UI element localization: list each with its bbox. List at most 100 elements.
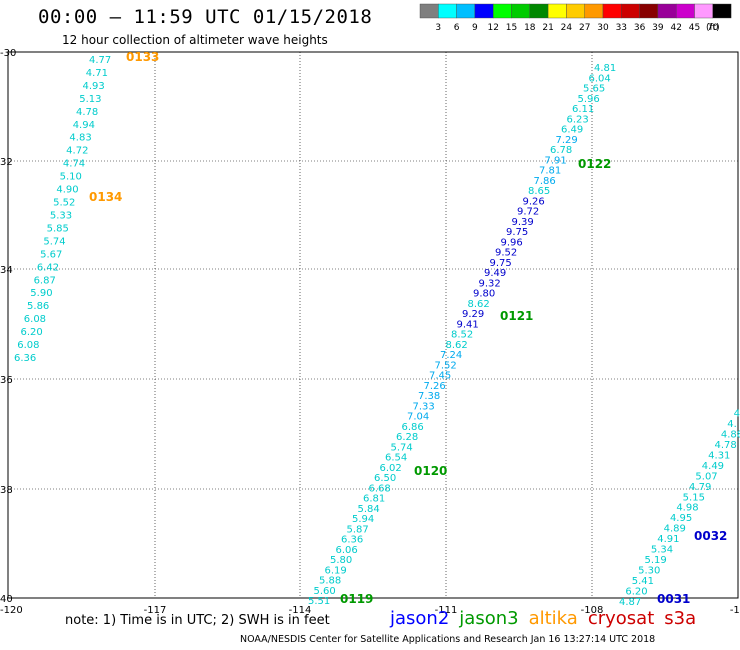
swh-value-label: 4. xyxy=(734,408,740,419)
swh-value-label: 7.33 xyxy=(413,401,435,412)
satellite-legend-item: jason2 xyxy=(390,608,450,629)
swh-value-label: 5.60 xyxy=(314,586,336,597)
swh-value-label: 6.19 xyxy=(325,565,347,576)
satellite-legend-item: s3a xyxy=(664,608,697,629)
note-text: note: 1) Time is in UTC; 2) SWH is in fe… xyxy=(65,613,330,628)
pass-label: 0031 xyxy=(657,592,690,606)
swh-value-label: 4.71 xyxy=(86,68,108,79)
lat-tick-label: 32 xyxy=(0,157,13,168)
swh-value-label: 9.41 xyxy=(457,319,479,330)
swh-value-label: 7.26 xyxy=(424,381,446,392)
colorbar-label: 27 xyxy=(579,23,590,33)
swh-value-label: 6.78 xyxy=(550,145,572,156)
swh-value-label: 4.78 xyxy=(76,107,98,118)
swh-value-label: 6.68 xyxy=(369,483,391,494)
colorbar-label: 39 xyxy=(652,23,664,33)
swh-value-label: 4.87 xyxy=(619,597,641,608)
map-frame xyxy=(7,51,739,599)
pass-label: 0134 xyxy=(89,190,122,204)
swh-value-label: 9.80 xyxy=(473,289,495,300)
swh-value-label: 5.90 xyxy=(30,288,52,299)
swh-value-label: 9.32 xyxy=(479,278,501,289)
colorbar-label: 9 xyxy=(472,23,478,33)
colorbar-swatch xyxy=(456,3,476,19)
colorbar-label: 12 xyxy=(487,23,498,33)
page-title: 00:00 – 11:59 UTC 01/15/2018 xyxy=(38,6,373,28)
swh-value-label: 6.50 xyxy=(374,473,396,484)
colorbar-label: 6 xyxy=(454,23,460,33)
swh-value-label: 9.49 xyxy=(484,268,506,279)
swh-value-label: 6.87 xyxy=(34,275,56,286)
swh-value-label: 5.30 xyxy=(638,566,660,577)
lat-tick-label: -30 xyxy=(0,48,16,59)
swh-value-label: 4. xyxy=(727,419,737,430)
swh-value-label: 5.94 xyxy=(352,514,374,525)
swh-value-label: 5.85 xyxy=(47,223,69,234)
credit-text: NOAA/NESDIS Center for Satellite Applica… xyxy=(240,634,656,645)
colorbar-label: 33 xyxy=(616,23,627,33)
swh-value-label: 7.86 xyxy=(534,176,556,187)
swh-value-label: 9.96 xyxy=(501,237,523,248)
colorbar-label: 45 xyxy=(689,23,700,33)
swh-value-label: 5.51 xyxy=(308,596,330,607)
lon-tick-label: -120 xyxy=(0,605,23,616)
colorbar-swatch xyxy=(621,3,640,19)
satellite-legend-item: altika xyxy=(528,608,578,629)
swh-value-label: 5.74 xyxy=(391,442,413,453)
colorbar-swatch xyxy=(712,3,732,19)
colorbar-label: 36 xyxy=(634,23,646,33)
pass-label: 0032 xyxy=(694,529,727,543)
swh-value-label: 5.34 xyxy=(651,545,673,556)
swh-value-label: 4.94 xyxy=(73,120,95,131)
swh-value-label: 7.38 xyxy=(418,391,440,402)
swh-value-label: 6.08 xyxy=(24,314,46,325)
page-subtitle: 12 hour collection of altimeter wave hei… xyxy=(62,33,328,47)
pass-label: 0133 xyxy=(126,50,159,64)
colorbar-swatch xyxy=(639,3,659,19)
swh-value-label: 7.04 xyxy=(407,412,429,423)
satellite-legend-item: jason3 xyxy=(459,608,519,629)
swh-value-label: 5.10 xyxy=(60,172,82,183)
swh-value-label: 7.91 xyxy=(545,155,567,166)
lat-tick-label: 38 xyxy=(0,485,13,496)
swh-value-label: 6.81 xyxy=(363,494,385,505)
pass-label: 0119 xyxy=(340,592,373,606)
swh-value-label: 8.62 xyxy=(468,299,490,310)
colorbar-label: 42 xyxy=(670,23,681,33)
swh-value-label: 5.80 xyxy=(330,555,352,566)
swh-value-label: 4.89 xyxy=(664,524,686,535)
swh-value-label: 4.90 xyxy=(56,185,78,196)
colorbar-swatch xyxy=(694,3,713,19)
swh-value-label: 4.31 xyxy=(708,450,730,461)
colorbar-label: 30 xyxy=(597,23,609,33)
swh-value-label: 5.19 xyxy=(644,555,666,566)
swh-value-label: 7.29 xyxy=(556,135,578,146)
colorbar-swatch xyxy=(438,3,457,19)
swh-value-label: 7.52 xyxy=(435,360,457,371)
swh-value-label: 5.96 xyxy=(578,94,600,105)
swh-value-label: 6.36 xyxy=(14,353,36,364)
swh-value-label: 5.86 xyxy=(27,301,49,312)
satellite-legend: jason2 jason3 altika cryosat s3a xyxy=(390,608,706,629)
swh-value-label: 6.42 xyxy=(37,262,59,273)
swh-value-label: 4.95 xyxy=(670,513,692,524)
swh-value-label: 9.39 xyxy=(512,217,534,228)
lat-tick-label: 36 xyxy=(0,375,13,386)
swh-value-label: 4.91 xyxy=(657,534,679,545)
swh-value-label: 5.52 xyxy=(53,198,75,209)
colorbar-label: 3 xyxy=(435,23,441,33)
swh-value-label: 7.81 xyxy=(539,166,561,177)
swh-value-label: 5.84 xyxy=(358,504,380,515)
colorbar-swatch xyxy=(676,3,695,19)
swh-value-label: 6.04 xyxy=(589,73,611,84)
swh-value-label: 6.06 xyxy=(336,545,358,556)
colorbar-label: 15 xyxy=(506,23,517,33)
swh-value-label: 7.45 xyxy=(429,371,451,382)
colorbar-label: 70 xyxy=(707,23,719,33)
colorbar-swatch xyxy=(474,3,494,19)
swh-value-label: 4.72 xyxy=(66,146,88,157)
swh-value-label: 9.75 xyxy=(506,227,528,238)
swh-value-label: 9.75 xyxy=(490,258,512,269)
lat-tick-label: 34 xyxy=(0,265,13,276)
